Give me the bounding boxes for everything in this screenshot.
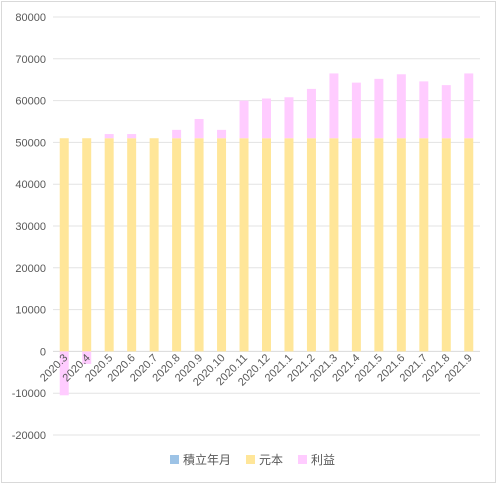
bar-利益 <box>464 73 474 139</box>
legend-swatch <box>246 455 255 464</box>
bar-元本 <box>306 138 316 352</box>
y-tick-label: 70000 <box>15 54 46 66</box>
bar-元本 <box>441 138 451 352</box>
y-tick-label: 80000 <box>15 12 46 24</box>
bar-利益 <box>217 129 227 139</box>
bar-元本 <box>149 138 159 352</box>
bar-元本 <box>239 138 249 352</box>
bar-元本 <box>351 138 361 352</box>
bar-利益 <box>351 82 361 139</box>
y-axis: 80000 70000 60000 50000 40000 30000 20000 10000… <box>12 12 46 442</box>
y-tick-label: 30000 <box>15 221 46 233</box>
bar-元本 <box>464 138 474 352</box>
bar-元本 <box>419 138 429 352</box>
x-axis: 2020.32020.42020.52020.62020.72020.82020… <box>38 352 475 389</box>
bar-元本 <box>374 138 384 352</box>
bar-元本 <box>59 138 69 352</box>
legend: 積立年月 元本 利益 <box>170 452 335 467</box>
y-tick-label: 60000 <box>15 96 46 108</box>
bar-元本 <box>82 138 92 352</box>
bar-利益 <box>329 73 339 139</box>
bars <box>59 73 474 396</box>
bar-元本 <box>172 138 182 352</box>
bar-元本 <box>127 138 137 352</box>
bar-元本 <box>217 138 227 352</box>
bar-利益 <box>104 134 114 139</box>
y-tick-label: -20000 <box>12 430 46 442</box>
bar-利益 <box>374 78 384 139</box>
bar-元本 <box>262 138 271 352</box>
y-tick-label: 20000 <box>15 263 46 275</box>
bar-利益 <box>194 118 204 139</box>
bar-元本 <box>104 138 114 352</box>
bar-元本 <box>194 138 204 352</box>
legend-label: 元本 <box>259 453 283 467</box>
legend-swatch <box>170 455 179 464</box>
bar-元本 <box>396 138 406 352</box>
y-tick-label: 50000 <box>15 137 46 149</box>
bar-元本 <box>284 138 294 352</box>
y-tick-label: 0 <box>40 346 46 358</box>
bar-利益 <box>239 100 249 139</box>
bar-利益 <box>127 134 137 139</box>
legend-swatch <box>298 455 307 464</box>
y-tick-label: 10000 <box>15 305 46 317</box>
bar-利益 <box>441 85 451 139</box>
bar-元本 <box>329 138 339 352</box>
legend-label: 積立年月 <box>183 452 231 467</box>
legend-label: 利益 <box>311 453 335 467</box>
bar-利益 <box>396 74 406 139</box>
y-tick-label: 40000 <box>15 179 46 191</box>
bar-利益 <box>284 97 294 139</box>
y-tick-label: -10000 <box>12 388 46 400</box>
bar-利益 <box>172 129 182 139</box>
bar-利益 <box>262 98 271 139</box>
bar-利益 <box>82 351 92 364</box>
bar-利益 <box>419 81 429 139</box>
bar-利益 <box>59 351 69 396</box>
bar-利益 <box>306 88 316 139</box>
